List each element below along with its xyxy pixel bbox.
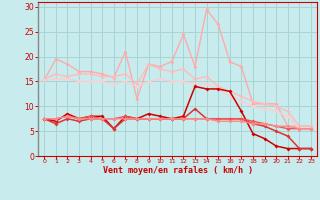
X-axis label: Vent moyen/en rafales ( km/h ): Vent moyen/en rafales ( km/h ) [103, 166, 252, 175]
